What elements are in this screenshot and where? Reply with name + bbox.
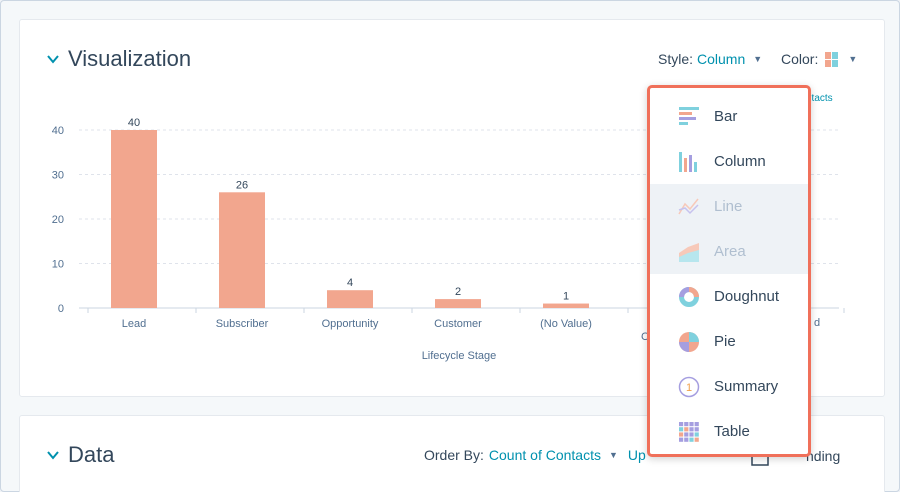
bar-no-value (543, 303, 589, 308)
menu-item-pie[interactable]: Pie (650, 319, 808, 364)
y-tick-label: 40 (52, 125, 64, 137)
menu-item-label: Summary (714, 378, 779, 395)
area-chart-icon (678, 241, 700, 263)
chevron-down-icon[interactable] (46, 52, 60, 66)
y-tick-label: 20 (52, 214, 64, 226)
pie-chart-icon (678, 331, 700, 353)
data-label: 2 (455, 286, 461, 298)
chevron-down-icon[interactable] (46, 448, 60, 462)
doughnut-chart-icon (678, 286, 700, 308)
menu-item-line: Line (650, 184, 808, 229)
data-label: 1 (563, 291, 569, 303)
style-selector[interactable]: Style: Column ▼ (658, 51, 762, 67)
x-tick-label: Subscriber (216, 318, 269, 330)
menu-item-label: Line (714, 198, 743, 215)
column-chart-icon (678, 151, 700, 173)
sort-order-partial[interactable]: nding (806, 448, 841, 464)
menu-item-label: Table (714, 423, 750, 440)
menu-item-label: Column (714, 153, 766, 170)
legend-partial-label: ntacts (806, 93, 833, 104)
data-label: 26 (236, 179, 248, 191)
order-by-caret-icon[interactable]: ▼ (608, 450, 618, 460)
bar-opportunity (327, 290, 373, 308)
menu-item-area: Area (650, 229, 808, 274)
menu-item-bar[interactable]: Bar (650, 94, 808, 139)
color-selector[interactable]: Color: ▼ (781, 51, 857, 67)
style-label: Style: (658, 51, 694, 67)
menu-item-column[interactable]: Column (650, 139, 808, 184)
order-by-selector[interactable]: Order By: Count of Contacts ▼ Up (424, 447, 646, 463)
menu-item-label: Bar (714, 108, 738, 125)
bar-lead (111, 130, 157, 308)
category-label-partial-right: d (814, 317, 821, 329)
category-label-partial: C (641, 331, 649, 343)
chart-style-dropdown: Bar Column Line (647, 85, 811, 457)
sort-direction-partial[interactable]: Up (627, 447, 646, 463)
summary-icon: 1 (678, 376, 700, 398)
color-label: Color: (781, 51, 819, 67)
order-by-value[interactable]: Count of Contacts (488, 447, 601, 463)
data-title: Data (68, 442, 115, 467)
bar-subscriber (219, 192, 265, 308)
y-tick-label: 30 (52, 170, 64, 182)
y-tick-label: 0 (58, 303, 64, 315)
bar-chart-icon (678, 106, 700, 128)
bar-customer (435, 299, 481, 308)
menu-item-summary[interactable]: 1 Summary (650, 364, 808, 409)
menu-item-table[interactable]: Table (650, 409, 808, 454)
order-by-label: Order By: (424, 447, 484, 463)
data-header[interactable]: Data (46, 442, 114, 468)
menu-item-label: Doughnut (714, 288, 780, 305)
x-tick-label: Customer (434, 318, 482, 330)
style-value[interactable]: Column (697, 51, 746, 67)
visualization-title: Visualization (68, 46, 192, 71)
menu-item-label: Pie (714, 333, 736, 350)
x-tick-label: Lead (122, 318, 146, 330)
data-label: 4 (347, 277, 353, 289)
color-caret-icon[interactable]: ▼ (848, 54, 858, 64)
style-caret-icon[interactable]: ▼ (753, 54, 763, 64)
visualization-header[interactable]: Visualization (46, 46, 191, 72)
menu-item-label: Area (714, 243, 746, 260)
x-tick-label: Opportunity (322, 318, 379, 330)
line-chart-icon (678, 196, 700, 218)
menu-item-doughnut[interactable]: Doughnut (650, 274, 808, 319)
table-icon (678, 421, 700, 443)
x-axis-title: Lifecycle Stage (422, 350, 497, 362)
svg-text:1: 1 (686, 382, 692, 394)
data-label: 40 (128, 117, 140, 129)
x-tick-label: (No Value) (540, 318, 592, 330)
color-palette-icon[interactable] (825, 51, 839, 67)
y-tick-label: 10 (52, 259, 64, 271)
